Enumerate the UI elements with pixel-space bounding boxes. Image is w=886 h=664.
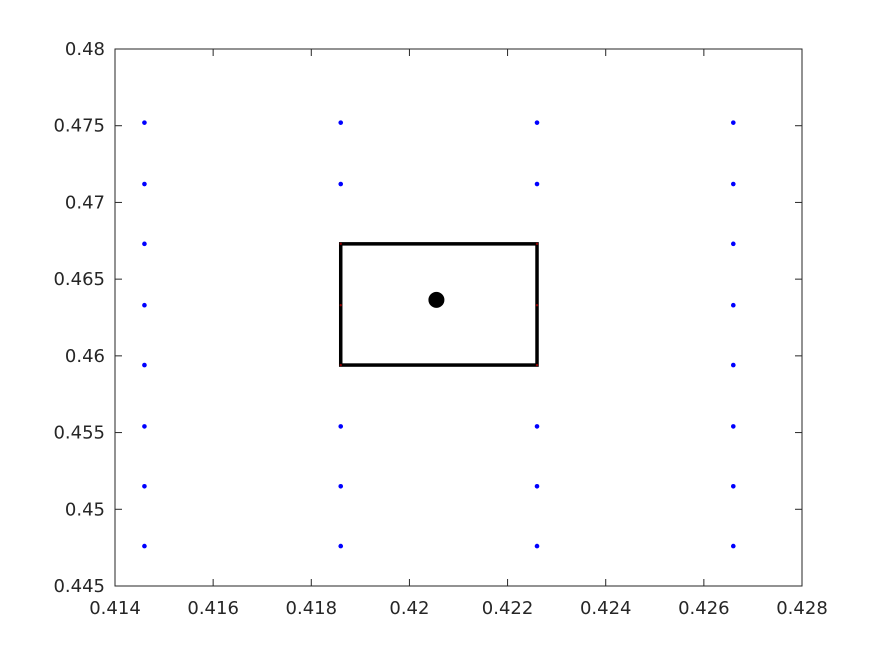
y-tick-label: 0.46 [65, 346, 105, 367]
data-point [534, 483, 540, 489]
x-tick-label: 0.414 [89, 598, 141, 619]
y-tick-label: 0.465 [53, 269, 105, 290]
y-tick-label: 0.475 [53, 116, 105, 137]
plot-area [115, 49, 802, 586]
data-point [142, 362, 147, 368]
data-point [731, 543, 736, 549]
data-point [535, 242, 539, 246]
center-point [428, 291, 445, 308]
x-tick-label: 0.428 [776, 598, 828, 619]
x-tick-label: 0.42 [389, 598, 429, 619]
data-point [339, 363, 342, 367]
data-point [142, 543, 147, 549]
y-tick-label: 0.47 [65, 192, 105, 213]
y-tick-label: 0.45 [65, 499, 105, 520]
data-point [142, 302, 147, 308]
y-tick-label: 0.48 [65, 39, 105, 60]
data-point [731, 241, 736, 247]
data-marks [142, 120, 736, 549]
data-point [731, 424, 736, 429]
data-point [338, 424, 344, 429]
data-point [534, 424, 540, 429]
data-point [338, 120, 344, 125]
data-point [338, 543, 344, 549]
data-point [338, 483, 344, 489]
data-point [338, 181, 344, 187]
data-point [731, 120, 736, 125]
data-point [731, 362, 736, 368]
data-point [142, 424, 147, 429]
x-tick-label: 0.418 [286, 598, 338, 619]
data-point [142, 241, 147, 247]
data-point [142, 181, 147, 187]
y-tick-label: 0.455 [53, 423, 105, 444]
x-tick-label: 0.422 [482, 598, 534, 619]
data-point [535, 304, 539, 307]
data-point [142, 483, 147, 489]
x-tick-label: 0.416 [187, 598, 239, 619]
y-tick-label: 0.445 [53, 576, 105, 597]
axes-box [114, 48, 803, 587]
data-point [731, 181, 736, 187]
data-point [339, 304, 342, 307]
data-point [534, 543, 540, 549]
data-point [731, 483, 736, 489]
data-point [731, 302, 736, 308]
x-axis: 0.414 0.416 0.418 0.42 0.422 0.424 0.426 0.428 [89, 49, 828, 619]
data-point [534, 120, 540, 125]
data-point [534, 181, 540, 187]
x-tick-label: 0.426 [678, 598, 730, 619]
data-point [142, 120, 147, 125]
y-axis: 0.445 0.45 0.455 0.46 0.465 0.47 0.475 0.48 [53, 39, 802, 597]
data-point [535, 363, 539, 367]
x-tick-label: 0.424 [580, 598, 632, 619]
data-point [339, 242, 342, 246]
